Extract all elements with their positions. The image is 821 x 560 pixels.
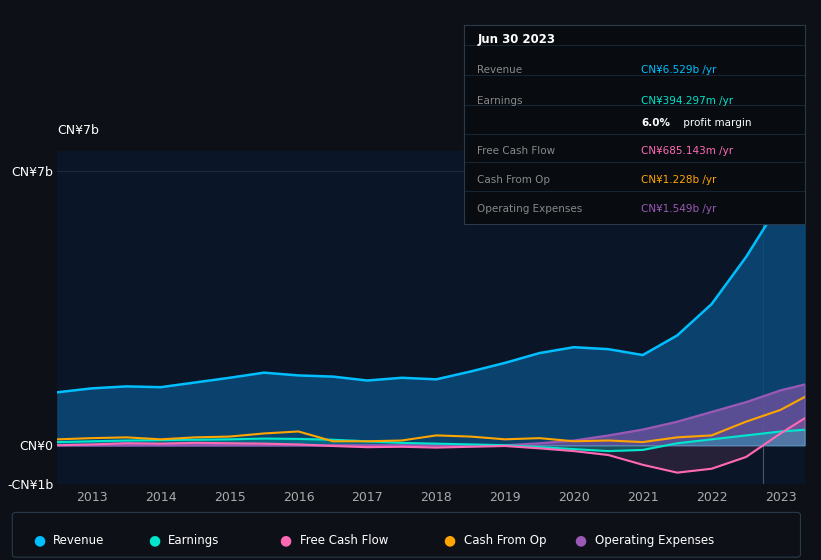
Text: CN¥1.549b /yr: CN¥1.549b /yr: [641, 204, 717, 214]
Text: Operating Expenses: Operating Expenses: [478, 204, 583, 214]
Text: ●: ●: [33, 533, 45, 548]
Text: Revenue: Revenue: [53, 534, 105, 547]
Text: Revenue: Revenue: [53, 534, 105, 547]
Text: ●: ●: [279, 533, 291, 548]
Text: CN¥394.297m /yr: CN¥394.297m /yr: [641, 96, 733, 106]
Text: Revenue: Revenue: [478, 65, 523, 75]
Text: ●: ●: [148, 533, 160, 548]
Text: CN¥1.228b /yr: CN¥1.228b /yr: [641, 175, 717, 185]
Text: Cash From Op: Cash From Op: [464, 534, 546, 547]
Text: Operating Expenses: Operating Expenses: [595, 534, 714, 547]
Text: Free Cash Flow: Free Cash Flow: [300, 534, 388, 547]
Text: 6.0%: 6.0%: [641, 118, 670, 128]
Text: Earnings: Earnings: [478, 96, 523, 106]
Text: ●: ●: [575, 533, 587, 548]
Text: ●: ●: [148, 533, 160, 548]
Text: ●: ●: [575, 533, 587, 548]
Text: Cash From Op: Cash From Op: [464, 534, 546, 547]
Text: Free Cash Flow: Free Cash Flow: [478, 147, 556, 156]
Text: ●: ●: [443, 533, 456, 548]
Text: CN¥685.143m /yr: CN¥685.143m /yr: [641, 147, 733, 156]
Text: Free Cash Flow: Free Cash Flow: [300, 534, 388, 547]
Text: ●: ●: [33, 533, 45, 548]
Text: Earnings: Earnings: [168, 534, 220, 547]
Text: CN¥7b: CN¥7b: [57, 124, 99, 137]
Text: Earnings: Earnings: [168, 534, 220, 547]
Text: Cash From Op: Cash From Op: [478, 175, 551, 185]
Text: Jun 30 2023: Jun 30 2023: [478, 33, 556, 46]
Text: ●: ●: [443, 533, 456, 548]
Text: CN¥6.529b /yr: CN¥6.529b /yr: [641, 65, 717, 75]
Text: profit margin: profit margin: [681, 118, 752, 128]
Text: Operating Expenses: Operating Expenses: [595, 534, 714, 547]
Text: ●: ●: [279, 533, 291, 548]
